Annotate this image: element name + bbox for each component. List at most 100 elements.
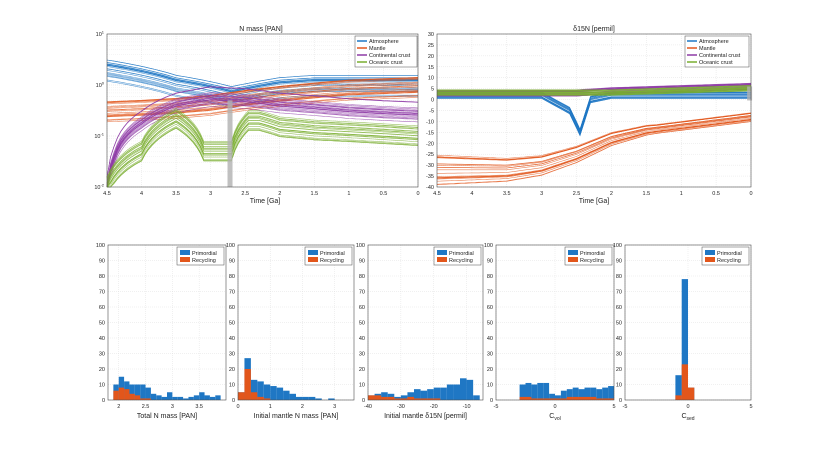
n-mass-line[interactable] (107, 127, 419, 188)
d15n-line[interactable] (436, 118, 752, 177)
hist-initial-d15n-bar-primordial[interactable] (420, 390, 428, 400)
hist-total-n-bar-recycling[interactable] (140, 398, 146, 400)
n-mass-line[interactable] (106, 103, 419, 188)
d15n-line[interactable] (437, 88, 752, 93)
hist-csed-bar-recycling[interactable] (681, 364, 688, 400)
d15n-line[interactable] (436, 117, 752, 174)
n-mass-line[interactable] (106, 77, 419, 102)
hist-total-n-bars[interactable] (113, 376, 221, 401)
hist-total-n-bar-primordial[interactable] (156, 395, 162, 400)
hist-total-n-bar-recycling[interactable] (124, 389, 130, 400)
hist-cvol-bar-primordial[interactable] (602, 387, 609, 400)
hist-total-n-bar-primordial[interactable] (204, 395, 210, 400)
hist-cvol-bar-recycling[interactable] (602, 398, 609, 400)
n-mass-line[interactable] (106, 99, 419, 188)
d15n-line[interactable] (436, 119, 752, 180)
n-mass-line[interactable] (106, 92, 419, 184)
hist-initial-d15n-bar-primordial[interactable] (466, 379, 474, 400)
n-mass-line[interactable] (106, 81, 419, 107)
d15n-line[interactable] (437, 85, 752, 91)
n-mass-line[interactable] (106, 86, 419, 178)
hist-initial-d15n-bar-recycling[interactable] (433, 398, 441, 400)
hist-initial-mantle-bar-primordial[interactable] (276, 387, 284, 400)
hist-cvol-bar-recycling[interactable] (555, 398, 561, 400)
n-mass-line[interactable] (106, 93, 419, 185)
d15n-line[interactable] (436, 115, 752, 166)
d15n-line[interactable] (437, 90, 752, 96)
hist-initial-mantle-bar-primordial[interactable] (296, 396, 303, 400)
hist-initial-mantle-bar-recycling[interactable] (250, 392, 258, 400)
hist-cvol-bar-primordial[interactable] (578, 389, 585, 400)
hist-cvol-bars[interactable] (519, 382, 614, 400)
n-mass-line[interactable] (106, 110, 419, 180)
hist-initial-d15n-bar-recycling[interactable] (420, 398, 428, 400)
hist-initial-d15n-bar-recycling[interactable] (427, 398, 434, 400)
hist-total-n-bar-recycling[interactable] (113, 390, 119, 400)
n-mass-line[interactable] (106, 108, 419, 178)
hist-cvol-bar-recycling[interactable] (549, 398, 555, 400)
n-mass-line[interactable] (106, 121, 419, 188)
hist-cvol-bar-recycling[interactable] (608, 398, 614, 400)
hist-initial-d15n-bar-primordial[interactable] (446, 384, 454, 401)
hist-cvol-bar-recycling[interactable] (525, 396, 532, 400)
hist-total-n-bar-recycling[interactable] (129, 393, 135, 400)
d15n-line[interactable] (437, 96, 751, 135)
hist-initial-d15n-bar-primordial[interactable] (400, 395, 408, 400)
hist-cvol-bar-primordial[interactable] (596, 389, 603, 400)
hist-initial-mantle-bar-primordial[interactable] (283, 390, 290, 400)
d15n-line[interactable] (437, 97, 751, 136)
hist-cvol-bar-recycling[interactable] (590, 396, 597, 400)
d15n-series-mantle[interactable] (436, 112, 752, 185)
hist-initial-d15n-bar-recycling[interactable] (400, 398, 408, 400)
d15n-line[interactable] (436, 115, 752, 167)
n-mass-line[interactable] (106, 111, 419, 181)
d15n-series-atmosphere[interactable] (437, 91, 751, 137)
n-mass-line[interactable] (106, 82, 419, 108)
hist-cvol-bar-recycling[interactable] (560, 398, 567, 400)
hist-initial-d15n-bar-primordial[interactable] (460, 378, 467, 400)
hist-total-n-bar-primordial[interactable] (134, 384, 141, 401)
hist-cvol-bar-primordial[interactable] (537, 382, 544, 400)
hist-cvol-bar-recycling[interactable] (531, 398, 538, 400)
hist-cvol-bar-recycling[interactable] (543, 398, 550, 400)
d15n-line[interactable] (436, 113, 752, 161)
d15n-line[interactable] (437, 88, 752, 94)
hist-initial-d15n-bar-recycling[interactable] (368, 395, 375, 400)
d15n-line[interactable] (437, 86, 752, 92)
n-mass-series-continental-crust[interactable] (106, 86, 419, 188)
d15n-line[interactable] (436, 112, 752, 159)
hist-cvol-bar-primordial[interactable] (572, 387, 579, 400)
hist-initial-d15n-bar-primordial[interactable] (453, 384, 460, 401)
hist-initial-mantle-bar-primordial[interactable] (328, 398, 335, 400)
hist-total-n-bar-recycling[interactable] (145, 398, 151, 400)
d15n-line[interactable] (436, 113, 752, 161)
hist-cvol-bar-primordial[interactable] (560, 390, 567, 400)
hist-initial-mantle-bar-primordial[interactable] (250, 379, 258, 400)
n-mass-line[interactable] (106, 120, 419, 188)
n-mass-line[interactable] (106, 122, 419, 188)
n-mass-legend[interactable]: Atmosphere Mantle Continental crust Ocea… (354, 35, 418, 68)
hist-cvol-bar-recycling[interactable] (572, 396, 579, 400)
hist-cvol-bar-primordial[interactable] (543, 382, 550, 400)
hist-total-n-bar-primordial[interactable] (150, 393, 157, 400)
d15n-line[interactable] (436, 121, 752, 185)
hist-cvol-bar-primordial[interactable] (549, 393, 555, 400)
hist-total-n-bar-primordial[interactable] (129, 384, 135, 401)
hist-total-n-bar-recycling[interactable] (134, 395, 141, 400)
d15n-plot-area[interactable] (436, 82, 753, 185)
d15n-line[interactable] (436, 121, 752, 185)
hist-initial-mantle-bar-recycling[interactable] (244, 369, 251, 400)
hist-total-n-bar-recycling[interactable] (118, 387, 125, 400)
hist-cvol-bar-recycling[interactable] (584, 396, 591, 400)
hist-initial-mantle-bar-primordial[interactable] (315, 398, 322, 400)
n-mass-line[interactable] (106, 106, 419, 188)
d15n-line[interactable] (437, 85, 752, 91)
n-mass-line[interactable] (106, 66, 418, 94)
hist-total-n-bar-primordial[interactable] (145, 387, 151, 400)
d15n-line[interactable] (437, 97, 751, 136)
hist-initial-mantle-bars[interactable] (238, 358, 335, 400)
hist-initial-d15n-bar-recycling[interactable] (387, 396, 395, 400)
hist-initial-d15n-bar-primordial[interactable] (414, 389, 421, 400)
